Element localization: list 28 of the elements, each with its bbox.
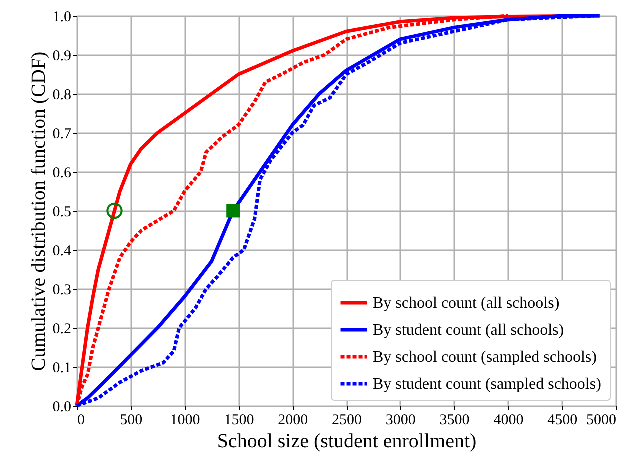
- legend-label: By school count (all schools): [373, 295, 560, 312]
- legend-label: By student count (sampled schools): [373, 376, 602, 393]
- y-tick-label: 0.9: [52, 48, 72, 64]
- legend-label: By student count (all schools): [373, 322, 564, 339]
- y-tick-label: 0.7: [52, 126, 72, 142]
- legend-label: By school count (sampled schools): [373, 349, 597, 366]
- x-axis-title: School size (student enrollment): [217, 430, 477, 452]
- y-tick-label: 0.2: [52, 322, 72, 338]
- y-tick-label: 0.1: [52, 360, 72, 376]
- y-tick-label: 0.3: [52, 282, 72, 298]
- y-tick-label: 0.6: [52, 166, 72, 182]
- y-tick-label: 0.0: [52, 400, 72, 416]
- x-tick-label: 2500: [332, 412, 362, 428]
- x-tick-label: 1500: [224, 412, 254, 428]
- x-tick-label: 2000: [278, 412, 308, 428]
- x-tick-label: 0: [78, 412, 85, 428]
- x-tick-label: 1000: [170, 412, 200, 428]
- y-tick-label: 0.5: [52, 204, 72, 220]
- y-tick-label: 0.8: [52, 88, 72, 104]
- x-tick-label: 4500: [548, 412, 578, 428]
- y-tick-label: 1.0: [52, 10, 72, 26]
- x-tick-label: 5000: [586, 412, 616, 428]
- x-tick-label: 500: [120, 412, 143, 428]
- x-tick-label: 4000: [494, 412, 524, 428]
- x-tick-label: 3500: [440, 412, 470, 428]
- y-tick-label: 0.4: [52, 244, 72, 260]
- y-axis-title: Cumulative distribution function (CDF): [28, 52, 50, 372]
- x-tick-label: 3000: [386, 412, 416, 428]
